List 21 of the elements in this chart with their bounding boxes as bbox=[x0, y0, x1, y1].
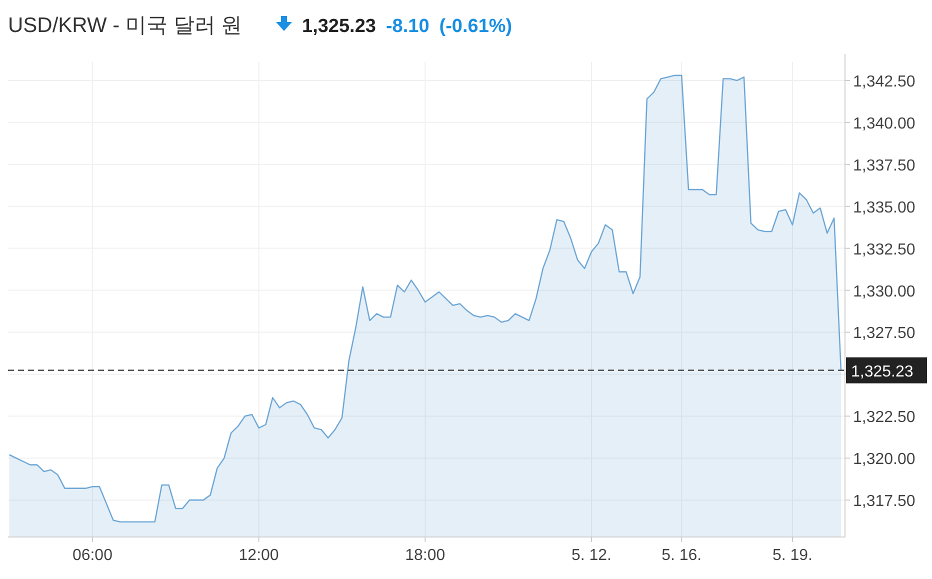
x-tick-label: 06:00 bbox=[72, 547, 113, 564]
text: -8.10 bbox=[386, 16, 430, 37]
x-tick-label: 12:00 bbox=[238, 547, 279, 564]
y-tick-label: 1,322.50 bbox=[853, 409, 916, 426]
y-tick-label: 1,330.00 bbox=[853, 283, 916, 300]
ref-line-label: 1,325.23 bbox=[851, 363, 914, 380]
x-tick-label: 5. 12. bbox=[571, 547, 612, 564]
chart-title: USD/KRW - 미국 달러 원 bbox=[8, 14, 242, 37]
y-tick-label: 1,320.00 bbox=[853, 451, 916, 468]
text: 1,325.23 bbox=[302, 16, 376, 37]
y-tick-label: 1,332.50 bbox=[853, 241, 916, 258]
x-tick-label: 5. 16. bbox=[662, 547, 702, 564]
text: (-0.61%) bbox=[439, 16, 512, 37]
y-tick-label: 1,340.00 bbox=[853, 115, 916, 132]
x-tick-label: 18:00 bbox=[405, 547, 446, 564]
y-tick-label: 1,327.50 bbox=[853, 325, 916, 342]
y-tick-label: 1,337.50 bbox=[853, 157, 916, 174]
y-tick-label: 1,342.50 bbox=[853, 73, 916, 90]
x-tick-label: 5. 19. bbox=[772, 547, 812, 564]
y-tick-label: 1,335.00 bbox=[853, 199, 916, 216]
y-tick-label: 1,317.50 bbox=[853, 493, 916, 510]
